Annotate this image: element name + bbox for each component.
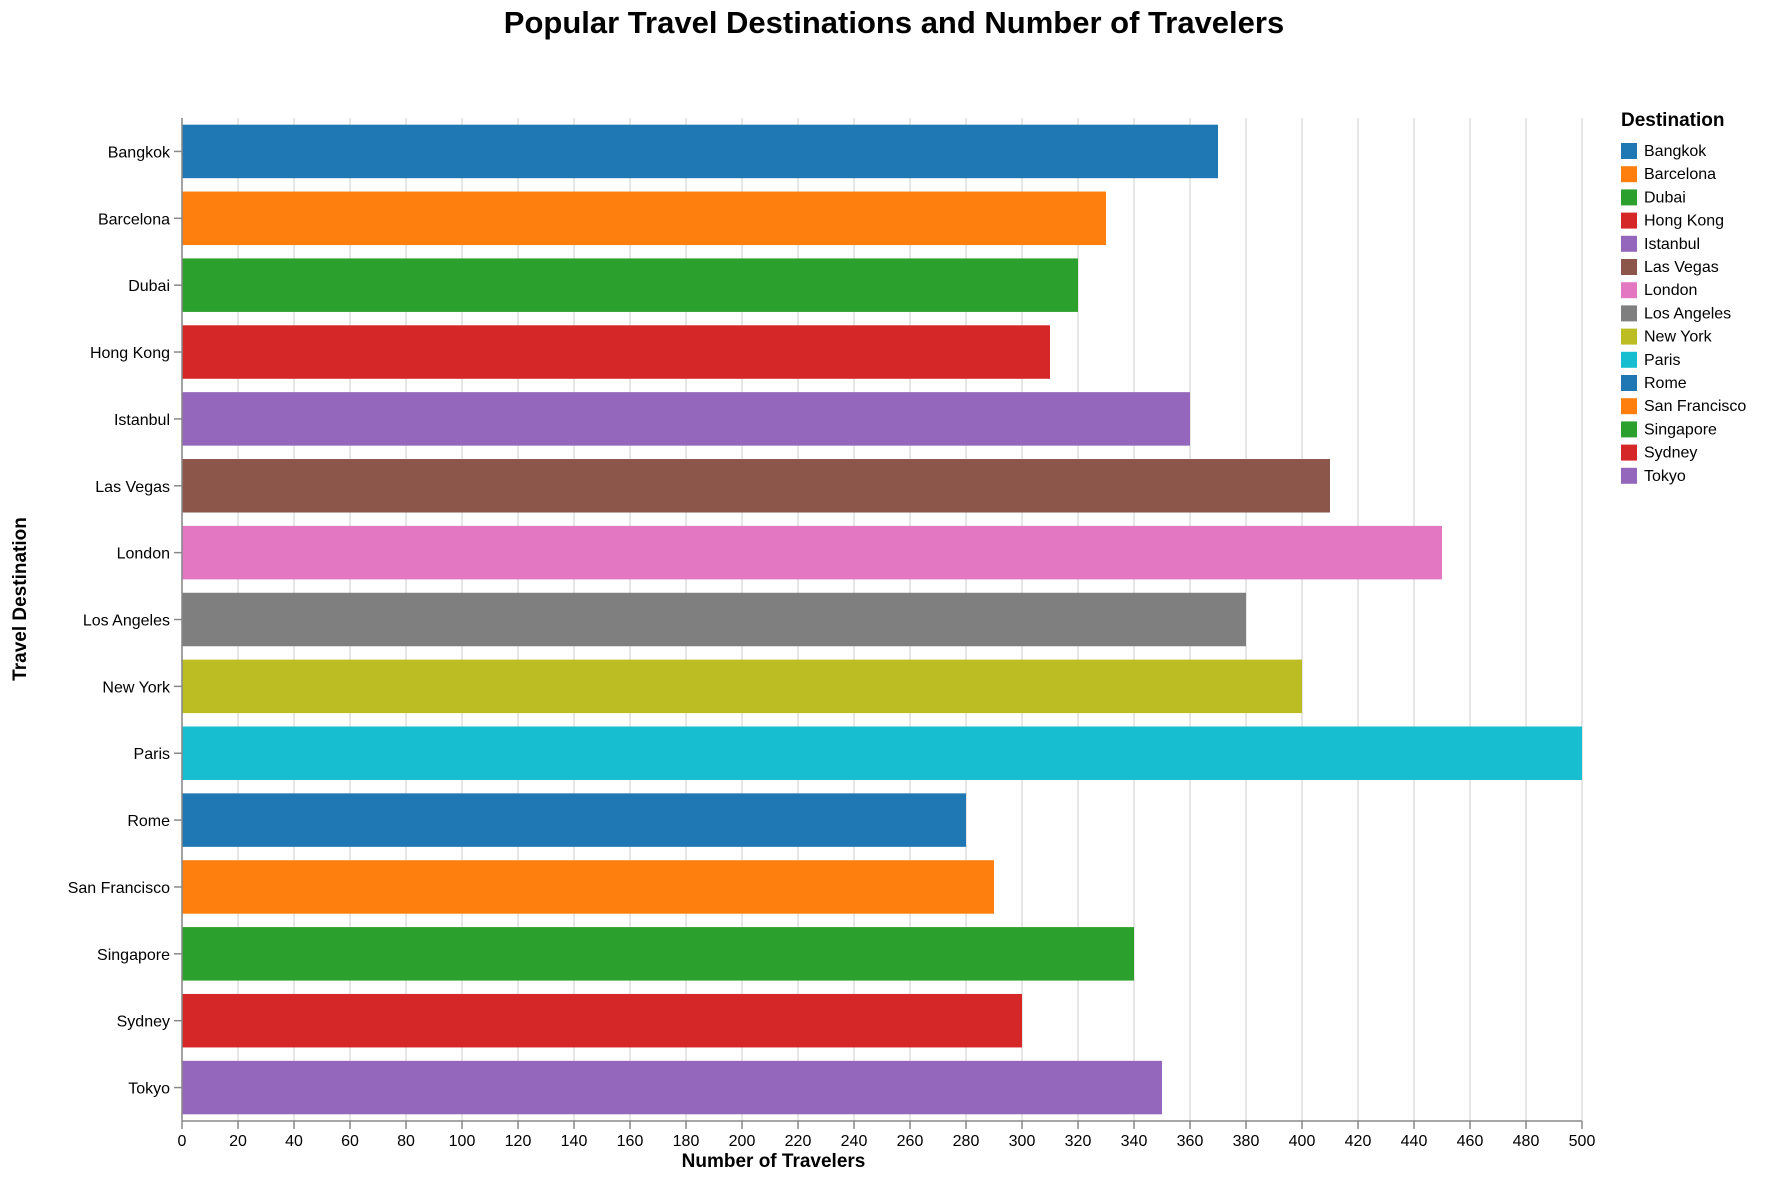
x-tick-label: 100 (449, 1133, 476, 1150)
x-tick-label: 20 (229, 1133, 247, 1150)
legend-label: Tokyo (1644, 468, 1686, 485)
x-tick-label: 120 (505, 1133, 532, 1150)
bars (182, 124, 1582, 1115)
legend-label: Hong Kong (1644, 213, 1724, 230)
bar-bangkok (182, 124, 1218, 179)
y-tick-label: Tokyo (128, 1081, 170, 1098)
x-tick-label: 200 (729, 1133, 756, 1150)
x-tick-label: 460 (1457, 1133, 1484, 1150)
bar-san-francisco (182, 860, 994, 914)
bar-sydney (182, 993, 1022, 1048)
legend-swatch (1621, 444, 1637, 461)
legend-swatch (1621, 421, 1637, 438)
legend-label: Bangkok (1644, 143, 1707, 160)
legend-swatch (1621, 375, 1637, 391)
y-tick-label: Dubai (128, 278, 170, 295)
x-tick-label: 440 (1401, 1133, 1428, 1150)
legend-label: Los Angeles (1644, 305, 1731, 322)
y-tick-label: New York (102, 679, 171, 696)
x-tick-label: 500 (1569, 1133, 1596, 1150)
x-tick-label: 240 (841, 1133, 868, 1150)
bar-paris (182, 726, 1582, 780)
x-tick-label: 420 (1345, 1133, 1372, 1150)
x-tick-label: 180 (673, 1133, 700, 1150)
x-tick-label: 280 (953, 1133, 980, 1150)
axes (174, 118, 1583, 1129)
legend: Destination Bangkok Barcelona Dubai Hong Ko… (1621, 110, 1746, 485)
legend-label: New York (1644, 329, 1713, 346)
x-tick-label: 340 (1121, 1133, 1148, 1150)
tick-labels: 0 20 40 60 80 100 120 140 160 180 200 220 240 260 280 3… (68, 144, 1596, 1150)
y-tick-label: Las Vegas (95, 479, 170, 496)
legend-swatch (1621, 143, 1637, 159)
bar-tokyo (182, 1060, 1162, 1115)
bar-singapore (182, 927, 1134, 981)
x-tick-label: 40 (285, 1133, 303, 1150)
x-tick-label: 480 (1513, 1133, 1540, 1150)
y-tick-label: Singapore (97, 947, 170, 964)
bar-barcelona (182, 191, 1106, 246)
legend-label: London (1644, 282, 1697, 299)
y-tick-label: Istanbul (114, 412, 170, 429)
x-axis-title: Number of Travelers (682, 1151, 866, 1172)
x-tick-label: 380 (1233, 1133, 1260, 1150)
chart-title: Popular Travel Destinations and Number o… (504, 5, 1284, 40)
legend-swatch (1621, 328, 1637, 345)
bar-new-york (182, 659, 1302, 714)
x-tick-label: 260 (897, 1133, 924, 1150)
legend-swatch (1621, 166, 1637, 183)
legend-swatch (1621, 398, 1637, 415)
y-tick-label: Sydney (117, 1014, 170, 1031)
bar-rome (182, 793, 966, 847)
bar-los-angeles (182, 592, 1246, 647)
bar-istanbul (182, 392, 1190, 446)
legend-swatch (1621, 305, 1637, 322)
x-tick-label: 220 (785, 1133, 812, 1150)
y-axis-title: Travel Destination (10, 517, 31, 681)
x-tick-label: 300 (1009, 1133, 1036, 1150)
legend-label: Dubai (1644, 189, 1686, 206)
bar-london (182, 525, 1442, 580)
y-tick-label: Hong Kong (90, 345, 170, 362)
x-tick-label: 80 (397, 1133, 415, 1150)
legend-swatch (1621, 189, 1637, 206)
bar-las-vegas (182, 459, 1330, 513)
x-tick-label: 360 (1177, 1133, 1204, 1150)
legend-swatch (1621, 467, 1637, 484)
legend-swatch (1621, 235, 1637, 252)
legend-swatch (1621, 259, 1637, 275)
y-tick-label: Barcelona (98, 211, 170, 228)
x-tick-label: 320 (1065, 1133, 1092, 1150)
x-tick-label: 160 (617, 1133, 644, 1150)
y-tick-label: Los Angeles (83, 613, 170, 630)
legend-label: Sydney (1644, 445, 1697, 462)
bar-dubai (182, 258, 1078, 312)
y-tick-label: Bangkok (108, 144, 171, 161)
legend-label: Paris (1644, 352, 1680, 369)
legend-label: Las Vegas (1644, 259, 1719, 276)
y-tick-label: Paris (134, 746, 170, 763)
x-tick-label: 60 (341, 1133, 359, 1150)
bar-hong-kong (182, 325, 1050, 379)
legend-swatch (1621, 351, 1637, 368)
y-tick-label: London (117, 546, 170, 563)
legend-swatch (1621, 282, 1637, 299)
legend-label: Singapore (1644, 421, 1717, 438)
x-tick-label: 400 (1289, 1133, 1316, 1150)
legend-label: Barcelona (1644, 166, 1716, 183)
legend-swatch (1621, 212, 1637, 229)
y-tick-label: San Francisco (68, 880, 170, 897)
x-tick-label: 140 (561, 1133, 588, 1150)
y-tick-label: Rome (127, 813, 170, 830)
legend-label: Rome (1644, 375, 1687, 392)
x-tick-label: 0 (178, 1133, 187, 1150)
legend-label: San Francisco (1644, 398, 1746, 415)
legend-title: Destination (1621, 110, 1724, 131)
legend-label: Istanbul (1644, 236, 1700, 253)
